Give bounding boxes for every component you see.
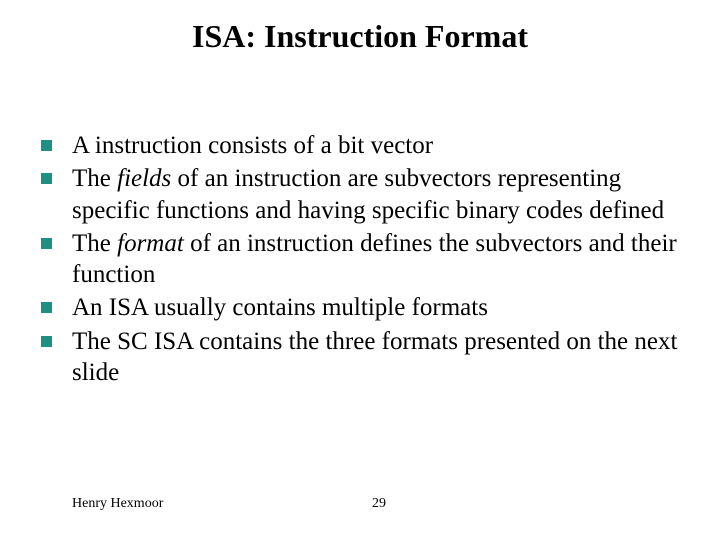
bullet-text-pre: The: [72, 230, 117, 257]
bullet-text: An ISA usually contains multiple formats: [72, 294, 488, 321]
slide-footer: Henry Hexmoor 29: [0, 492, 720, 512]
footer-page-number: 29: [372, 496, 386, 512]
bullet-item: The SC ISA contains the three formats pr…: [38, 326, 690, 389]
bullet-text-em: format: [117, 230, 184, 257]
footer-author: Henry Hexmoor: [72, 496, 163, 512]
bullet-item: A instruction consists of a bit vector: [38, 130, 690, 161]
bullet-item: The format of an instruction defines the…: [38, 228, 690, 291]
bullet-text-pre: The: [72, 165, 117, 192]
bullet-item: An ISA usually contains multiple formats: [38, 292, 690, 323]
bullet-item: The fields of an instruction are subvect…: [38, 163, 690, 226]
slide: ISA: Instruction Format A instruction co…: [0, 0, 720, 540]
bullet-list: A instruction consists of a bit vector T…: [38, 130, 690, 388]
bullet-text: A instruction consists of a bit vector: [72, 132, 433, 159]
bullet-text: The SC ISA contains the three formats pr…: [72, 328, 677, 386]
bullet-text-em: fields: [117, 165, 171, 192]
slide-title: ISA: Instruction Format: [0, 0, 720, 55]
slide-body: A instruction consists of a bit vector T…: [38, 130, 690, 390]
